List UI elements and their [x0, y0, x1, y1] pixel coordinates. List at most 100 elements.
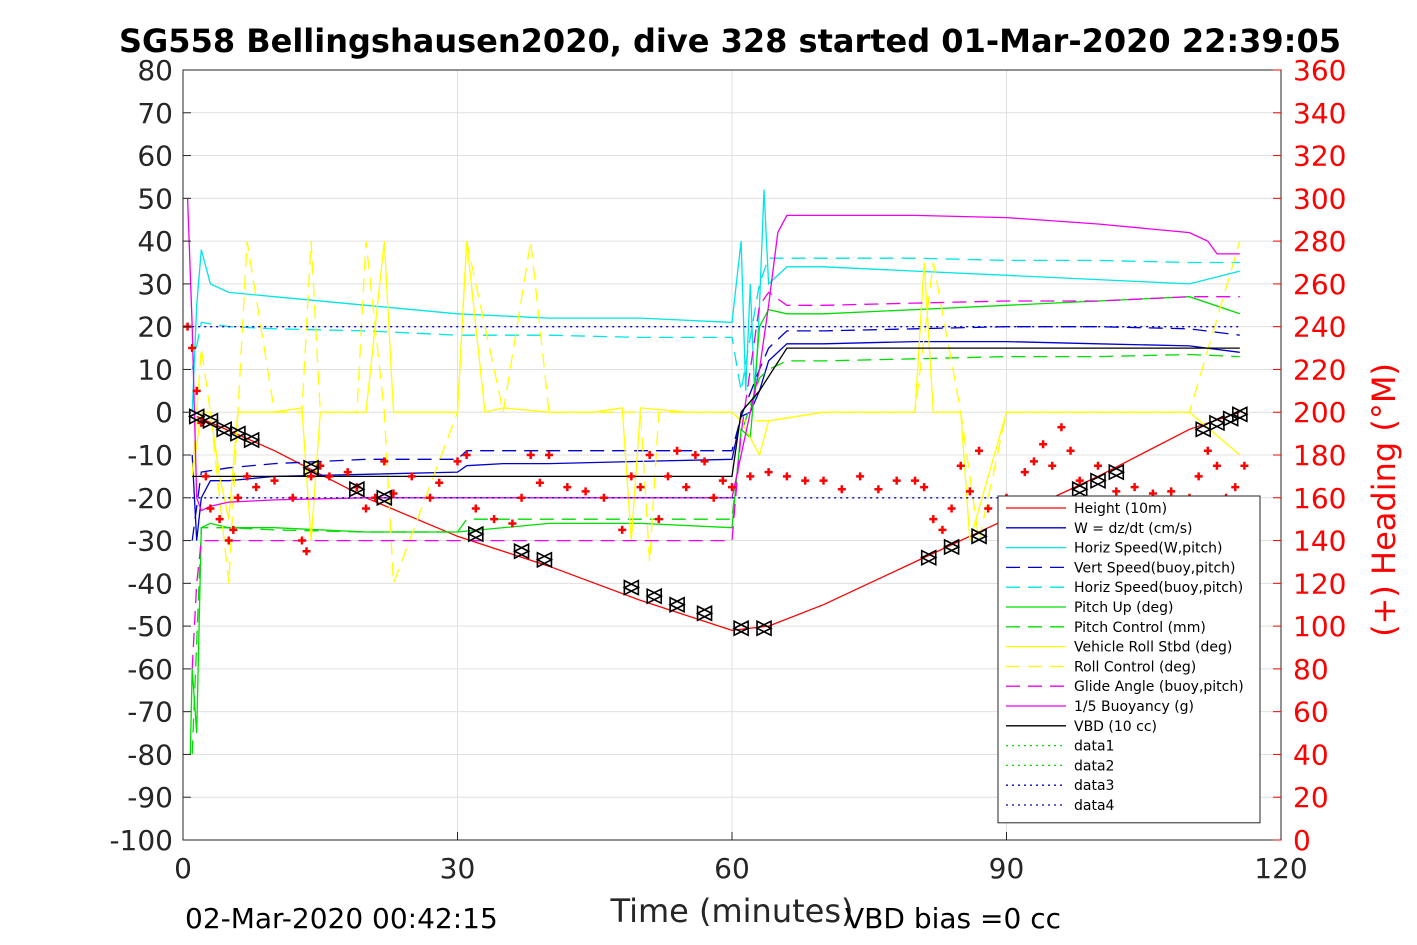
heading-point	[874, 485, 883, 494]
heading-point	[517, 493, 526, 502]
legend-label: Horiz Speed(W,pitch)	[1074, 541, 1222, 557]
right-tick-label: 0	[1293, 824, 1311, 857]
heading-point	[856, 472, 865, 481]
right-tick-label: 140	[1293, 525, 1346, 558]
dive-marker	[512, 542, 531, 560]
legend-label: Height (10m)	[1074, 501, 1167, 517]
dive-marker	[755, 619, 773, 637]
heading-point	[938, 525, 947, 534]
heading-point	[453, 457, 462, 466]
right-tick-label: 80	[1293, 653, 1329, 686]
series-line-10	[191, 291, 1240, 669]
heading-point	[782, 472, 791, 481]
right-tick-label: 20	[1293, 781, 1329, 814]
heading-point	[947, 504, 956, 513]
x-axis-label: Time (minutes)	[610, 892, 854, 930]
left-tick-label: 70	[137, 97, 173, 130]
left-tick-label: -90	[127, 781, 173, 814]
x-tick-label: 0	[174, 852, 192, 885]
heading-point	[645, 451, 654, 459]
series-line-7	[191, 353, 1240, 755]
left-tick-label: -80	[127, 738, 173, 771]
series-line-3	[191, 189, 1240, 413]
legend-label: Horiz Speed(buoy,pitch)	[1074, 580, 1243, 596]
series-line-5	[191, 257, 1240, 391]
heading-point	[911, 476, 919, 485]
chart-title: SG558 Bellingshausen2020, dive 328 start…	[119, 22, 1341, 60]
heading-point	[1194, 472, 1203, 481]
dive-marker	[535, 551, 554, 569]
heading-point	[627, 472, 636, 481]
left-tick-label: -10	[127, 439, 173, 472]
right-tick-label: 160	[1293, 482, 1346, 515]
series-line-11	[186, 198, 1240, 512]
heading-point	[691, 451, 700, 459]
legend-label: data1	[1074, 739, 1114, 755]
heading-point	[1212, 461, 1221, 470]
dive-marker	[375, 489, 394, 507]
footer-timestamp: 02-Mar-2020 00:42:15	[185, 902, 498, 935]
dive-marker	[1231, 406, 1249, 423]
right-tick-label: 180	[1293, 439, 1346, 472]
series-line-8	[191, 241, 1241, 541]
right-tick-label: 280	[1293, 225, 1346, 258]
dive-marker	[242, 431, 261, 449]
heading-point	[1240, 461, 1249, 470]
heading-point	[215, 515, 224, 524]
dive-marker	[229, 425, 247, 442]
left-tick-label: 20	[137, 311, 173, 344]
dive-marker	[1089, 472, 1107, 489]
dive-marker	[467, 525, 485, 543]
right-tick-label: 320	[1293, 140, 1346, 173]
heading-point	[663, 472, 672, 481]
heading-point	[297, 536, 306, 545]
heading-point	[563, 483, 572, 492]
left-tick-label: 50	[137, 182, 173, 215]
heading-point	[975, 446, 984, 455]
dive-marker	[732, 619, 750, 637]
heading-point	[929, 515, 938, 524]
heading-point	[618, 525, 627, 534]
right-tick-label: 220	[1293, 353, 1346, 386]
heading-point	[302, 547, 311, 556]
dive-marker	[302, 459, 320, 477]
plot-area	[183, 189, 1249, 755]
right-tick-label: 200	[1293, 396, 1346, 429]
x-tick-label: 60	[714, 852, 750, 885]
heading-point	[188, 344, 197, 353]
legend-label: Vehicle Roll Stbd (deg)	[1074, 640, 1232, 656]
heading-point	[471, 504, 480, 513]
legend-label: data2	[1074, 758, 1114, 774]
heading-point	[243, 472, 252, 481]
legend: Height (10m) W = dz/dt (cm/s) Horiz Speed(…	[997, 495, 1261, 824]
dive-marker	[1107, 463, 1126, 481]
left-tick-label: -70	[127, 696, 173, 729]
heading-point	[1231, 483, 1240, 492]
right-tick-label: 360	[1293, 54, 1346, 87]
legend-label: Pitch Control (mm)	[1074, 620, 1206, 636]
heading-point	[581, 487, 590, 496]
legend-label: W = dz/dt (cm/s)	[1074, 521, 1193, 537]
legend-label: Vert Speed(buoy,pitch)	[1074, 560, 1236, 576]
right-tick-label: 260	[1293, 268, 1346, 301]
series-line-9	[191, 240, 1241, 584]
heading-point	[545, 451, 553, 459]
heading-point	[1057, 423, 1066, 432]
heading-point	[1094, 461, 1102, 470]
right-tick-label: 60	[1293, 696, 1329, 729]
dive-marker	[970, 527, 988, 545]
left-tick-label: -100	[109, 824, 173, 857]
left-tick-label: 30	[137, 268, 173, 301]
heading-point	[435, 478, 444, 487]
heading-point	[462, 451, 471, 459]
heading-point	[270, 476, 279, 485]
heading-point	[819, 476, 828, 485]
left-axis: 80 70 60 50 40 30 20 10 0 -10 -20 -30 -40 -50 -60 -70 -8…	[109, 54, 191, 857]
heading-point	[1112, 487, 1121, 496]
x-tick-label: 30	[440, 852, 476, 885]
dive-marker	[645, 587, 664, 605]
dive-marker	[695, 604, 714, 622]
heading-point	[233, 493, 242, 502]
legend-label: data3	[1074, 778, 1114, 794]
